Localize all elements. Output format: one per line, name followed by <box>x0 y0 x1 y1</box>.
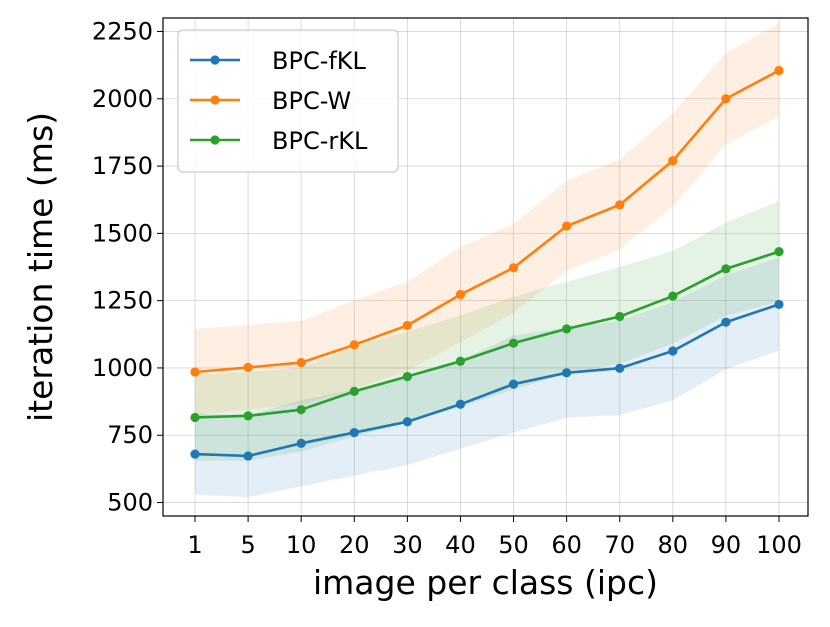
data-point <box>402 417 412 427</box>
x-tick-label: 80 <box>658 531 689 559</box>
data-point <box>296 405 306 415</box>
data-point <box>774 299 784 310</box>
data-point <box>349 427 359 438</box>
data-point <box>190 412 200 423</box>
confidence-band-1 <box>195 23 779 416</box>
data-point <box>562 221 572 231</box>
y-tick-label: 1500 <box>92 219 153 247</box>
y-axis-label: iteration time (ms) <box>21 112 60 422</box>
data-point <box>455 356 466 366</box>
data-point <box>349 386 359 396</box>
y-axis-ticks: 500 750 1000 1250 1500 1750 2000 2250 <box>92 17 163 517</box>
legend-label: BPC-rKL <box>272 127 368 155</box>
data-point <box>721 317 731 327</box>
data-point <box>774 65 784 76</box>
data-point <box>774 247 784 257</box>
legend-swatch-marker <box>210 55 220 65</box>
series-line-0 <box>194 303 780 458</box>
legend-box <box>177 29 399 173</box>
data-point <box>562 368 572 378</box>
data-point <box>615 311 625 322</box>
data-point <box>190 449 200 459</box>
data-point <box>668 156 678 166</box>
data-point <box>562 324 572 334</box>
data-point <box>349 340 359 350</box>
x-axis-label: image per class (ipc) <box>313 563 658 602</box>
data-point <box>243 411 253 421</box>
data-point <box>296 438 306 448</box>
x-tick-label: 50 <box>498 531 529 559</box>
data-point <box>243 451 253 461</box>
y-tick-label: 2000 <box>92 85 153 113</box>
series-lines <box>194 69 780 458</box>
x-tick-label: 30 <box>392 531 423 559</box>
data-point <box>402 320 412 331</box>
data-point <box>721 94 731 104</box>
x-tick-label: 5 <box>240 531 255 559</box>
legend-swatch-marker <box>210 135 220 145</box>
series-line-1 <box>194 69 780 374</box>
data-point <box>668 346 678 356</box>
legend-swatch-marker <box>210 95 220 105</box>
data-point <box>296 357 306 368</box>
legend-label: BPC-fKL <box>272 47 367 75</box>
data-point <box>615 363 625 373</box>
data-point <box>455 399 466 409</box>
x-tick-label: 60 <box>551 531 582 559</box>
x-tick-label: 40 <box>445 531 476 559</box>
series-line-2 <box>194 250 780 419</box>
plot-frame <box>162 17 809 517</box>
legend: BPC-fKL BPC-W BPC-rKL <box>177 29 399 173</box>
data-point <box>668 291 678 301</box>
x-axis-ticks: 1 5 10 20 30 40 50 60 70 80 90 100 <box>187 516 802 559</box>
y-tick-label: 1000 <box>92 354 153 382</box>
y-tick-label: 500 <box>107 489 153 517</box>
y-tick-label: 750 <box>107 421 153 449</box>
data-point <box>508 263 519 273</box>
data-point <box>190 367 200 377</box>
data-point <box>243 362 253 373</box>
series-points <box>190 65 784 461</box>
x-tick-label: 10 <box>286 531 317 559</box>
y-tick-label: 2250 <box>92 17 153 45</box>
legend-items: BPC-fKL BPC-W BPC-rKL <box>190 47 368 155</box>
y-tick-label: 1750 <box>92 152 153 180</box>
data-point <box>455 289 466 300</box>
y-tick-label: 1250 <box>92 287 153 315</box>
data-point <box>721 264 731 274</box>
data-point <box>508 379 519 389</box>
x-tick-label: 90 <box>711 531 742 559</box>
data-point <box>615 200 625 210</box>
x-tick-label: 70 <box>604 531 635 559</box>
legend-label: BPC-W <box>272 87 351 115</box>
x-tick-label: 100 <box>756 531 802 559</box>
x-tick-label: 1 <box>187 531 202 559</box>
data-point <box>402 371 412 382</box>
data-point <box>508 338 519 348</box>
confidence-band-0 <box>195 257 779 498</box>
x-tick-label: 20 <box>339 531 370 559</box>
